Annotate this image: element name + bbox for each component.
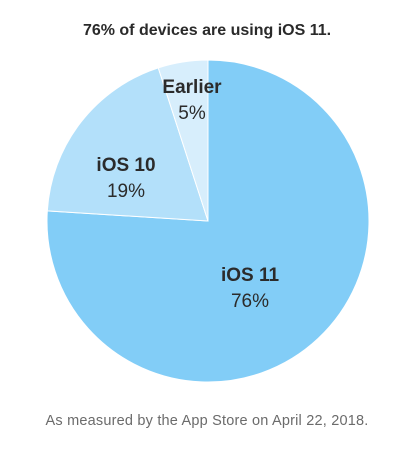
pie-labels: iOS 11 76% iOS 10 19% Earlier 5% bbox=[96, 77, 279, 312]
chart-title: 76% of devices are using iOS 11. bbox=[82, 22, 332, 39]
footnote: As measured by the App Store on April 22… bbox=[45, 413, 369, 429]
slice-label-ios-11: iOS 11 bbox=[221, 265, 280, 286]
slice-ios-10 bbox=[46, 67, 209, 222]
slice-value-ios-10: 19% bbox=[107, 181, 145, 202]
slice-value-ios-11: 76% bbox=[231, 291, 269, 312]
slice-value-earlier: 5% bbox=[178, 103, 206, 124]
pie-slices bbox=[46, 59, 370, 383]
slice-earlier bbox=[157, 59, 209, 222]
slice-label-earlier: Earlier bbox=[162, 77, 222, 98]
slice-label-ios-10: iOS 10 bbox=[96, 155, 155, 176]
